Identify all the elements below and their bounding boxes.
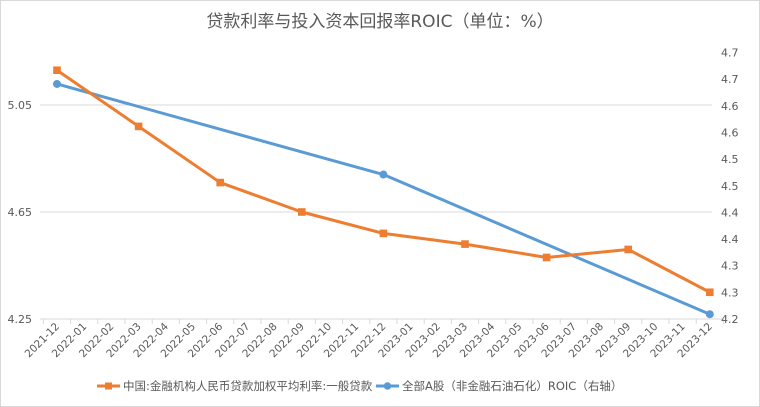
data-point-square — [298, 208, 306, 216]
data-point-square — [53, 66, 61, 75]
data-point-square — [134, 122, 143, 131]
series-line — [56, 82, 711, 316]
right-axis-tick-label: 4.6 — [721, 126, 739, 139]
right-axis-tick-label: 4.4 — [721, 233, 739, 246]
data-point-square — [216, 178, 224, 187]
legend-item-roic: 全部A股（非金融石油石化）ROIC（右轴） — [376, 379, 622, 393]
data-point-circle — [53, 79, 61, 88]
data-point-square — [706, 288, 714, 297]
legend-circle-marker — [383, 382, 392, 390]
right-axis-tick-label: 4.5 — [721, 153, 739, 166]
legend-label: 全部A股（非金融石油石化）ROIC（右轴） — [402, 379, 622, 393]
right-axis-tick-label: 4.6 — [721, 100, 739, 113]
data-point-square — [542, 253, 551, 262]
right-axis-tick-label: 4.7 — [721, 73, 739, 86]
right-axis-tick-label: 4.5 — [721, 180, 739, 193]
data-point-square — [624, 245, 632, 254]
left-axis-tick-label: 5.05 — [8, 99, 33, 112]
legend-square-marker — [105, 382, 112, 390]
right-axis-tick-label: 4.3 — [721, 286, 739, 299]
left-axis-tick-label: 4.65 — [8, 206, 33, 219]
legend-item-loan-rate: 中国:金融机构人民币贷款加权平均利率:一般贷款 — [97, 379, 373, 393]
data-point-square — [461, 240, 469, 248]
right-axis-tick-label: 4.7 — [721, 47, 739, 60]
left-axis-tick-label: 4.25 — [8, 313, 33, 326]
series-line — [56, 68, 711, 294]
data-point-circle — [705, 310, 714, 319]
legend-label: 中国:金融机构人民币贷款加权平均利率:一般贷款 — [123, 379, 373, 393]
right-axis-tick-label: 4.3 — [721, 260, 739, 273]
chart-title: 贷款利率与投入资本回报率ROIC（单位：%） — [206, 12, 553, 32]
right-axis-tick-label: 4.4 — [721, 206, 739, 219]
data-point-square — [379, 229, 388, 238]
right-axis-tick-label: 4.2 — [721, 313, 739, 326]
data-point-circle — [379, 170, 388, 179]
